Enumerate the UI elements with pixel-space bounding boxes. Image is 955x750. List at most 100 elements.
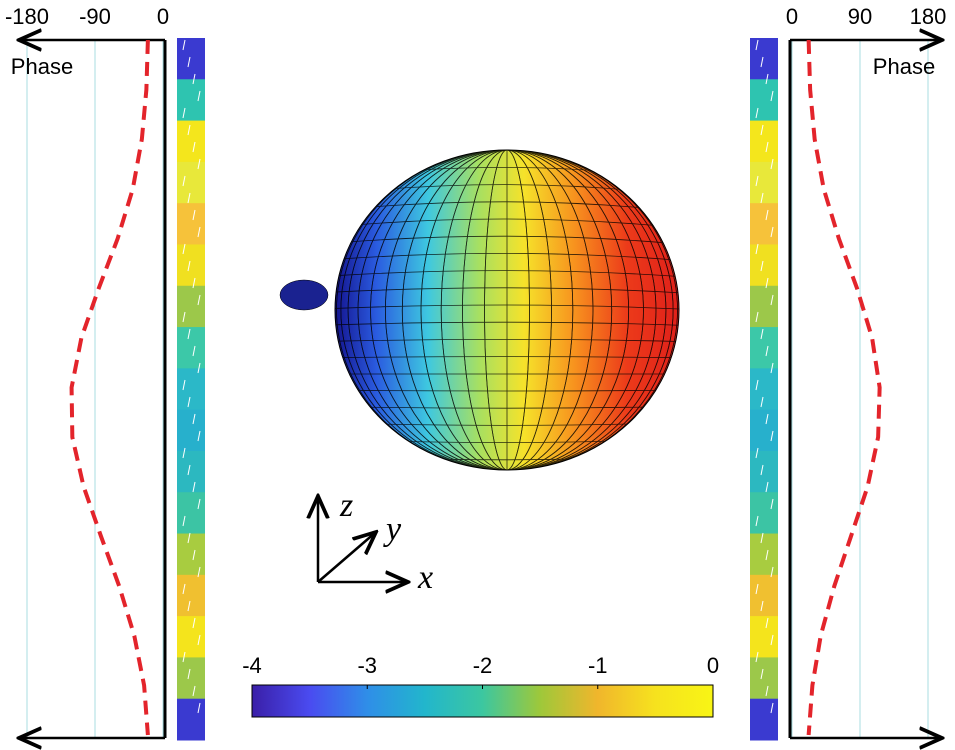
mesh-line xyxy=(335,270,679,279)
field-arrow xyxy=(187,328,191,340)
strip-cell xyxy=(750,409,778,452)
field-arrow xyxy=(755,515,759,527)
field-arrow xyxy=(760,396,764,408)
field-arrow xyxy=(770,702,774,714)
field-arrow xyxy=(187,56,191,68)
field-arrow xyxy=(770,90,774,102)
field-arrow xyxy=(182,583,186,595)
field-arrow xyxy=(755,651,759,663)
strip-cell xyxy=(750,203,778,245)
field-arrow xyxy=(192,141,196,153)
field-arrow xyxy=(760,328,764,340)
strip-cell xyxy=(177,409,205,452)
field-arrow xyxy=(192,209,196,221)
field-arrow xyxy=(187,192,191,204)
strip-cell xyxy=(750,79,778,122)
strip-cell xyxy=(177,327,205,369)
strip-cell xyxy=(177,244,205,287)
strip-cell xyxy=(750,161,778,204)
field-arrow xyxy=(182,175,186,187)
field-arrow xyxy=(765,209,769,221)
field-arrow xyxy=(770,158,774,170)
field-arrow xyxy=(755,39,759,51)
field-arrow xyxy=(755,243,759,255)
field-arrow xyxy=(197,294,201,306)
strip-cell xyxy=(750,38,778,80)
field-arrow xyxy=(192,345,196,357)
field-arrow xyxy=(755,379,759,391)
strip-cell xyxy=(177,120,205,163)
axis-title: Phase xyxy=(873,54,935,79)
field-arrow xyxy=(187,124,191,136)
field-arrow xyxy=(182,311,186,323)
mesh-line xyxy=(401,150,613,470)
field-arrow xyxy=(765,73,769,85)
field-arrow xyxy=(760,532,764,544)
field-arrow xyxy=(755,175,759,187)
field-arrow xyxy=(770,498,774,510)
mesh-line xyxy=(335,304,679,311)
strip-cell xyxy=(177,161,205,204)
field-arrow xyxy=(770,430,774,442)
field-arrow xyxy=(192,413,196,425)
strip-cell xyxy=(177,657,205,700)
mesh-line xyxy=(347,150,667,470)
strip-cell xyxy=(177,698,205,741)
mesh-line xyxy=(335,339,679,343)
field-arrow xyxy=(187,464,191,476)
mesh-line xyxy=(440,150,574,470)
field-arrow xyxy=(760,124,764,136)
strip-cell xyxy=(177,79,205,122)
field-arrow xyxy=(770,566,774,578)
field-arrow xyxy=(770,226,774,238)
x-label: x xyxy=(417,559,433,596)
mesh-line xyxy=(420,150,594,470)
field-arrow xyxy=(182,379,186,391)
mesh-line xyxy=(335,235,679,247)
field-arrow xyxy=(182,447,186,459)
field-arrow xyxy=(755,107,759,119)
x-tick-label: 90 xyxy=(848,4,872,29)
field-arrow xyxy=(760,56,764,68)
strip-cell xyxy=(177,533,205,576)
x-tick-label: 0 xyxy=(157,4,169,29)
field-arrow xyxy=(197,90,201,102)
field-arrow xyxy=(182,651,186,663)
field-arrow xyxy=(192,481,196,493)
strip-cell xyxy=(750,285,778,328)
field-arrow xyxy=(182,39,186,51)
strip-cell xyxy=(177,492,205,535)
field-arrow xyxy=(770,362,774,374)
field-arrow xyxy=(182,243,186,255)
phase-line xyxy=(69,39,150,736)
field-arrow xyxy=(197,226,201,238)
mesh-line xyxy=(335,321,679,327)
field-arrow xyxy=(192,277,196,289)
axis-glyph xyxy=(318,496,408,582)
strip-cell xyxy=(177,38,205,80)
strip-cell xyxy=(177,616,205,658)
strip-cell xyxy=(750,574,778,617)
field-arrow xyxy=(755,583,759,595)
field-arrow xyxy=(197,702,201,714)
field-arrow xyxy=(770,634,774,646)
field-arrow xyxy=(770,294,774,306)
strip-cell xyxy=(750,450,778,493)
x-tick-label: -90 xyxy=(79,4,111,29)
mesh-line xyxy=(340,150,674,470)
mesh-line xyxy=(370,150,644,470)
field-arrow xyxy=(760,192,764,204)
strip-cell xyxy=(750,657,778,700)
field-arrow xyxy=(182,107,186,119)
x-tick-label: 0 xyxy=(786,4,798,29)
field-arrow xyxy=(765,685,769,697)
strip-cell xyxy=(750,327,778,369)
y-label: y xyxy=(383,511,402,548)
field-arrow xyxy=(765,549,769,561)
strip-cell xyxy=(750,533,778,576)
field-arrow xyxy=(187,532,191,544)
strip-cell xyxy=(750,492,778,535)
field-arrow xyxy=(765,617,769,629)
x-tick-label: 180 xyxy=(910,4,947,29)
